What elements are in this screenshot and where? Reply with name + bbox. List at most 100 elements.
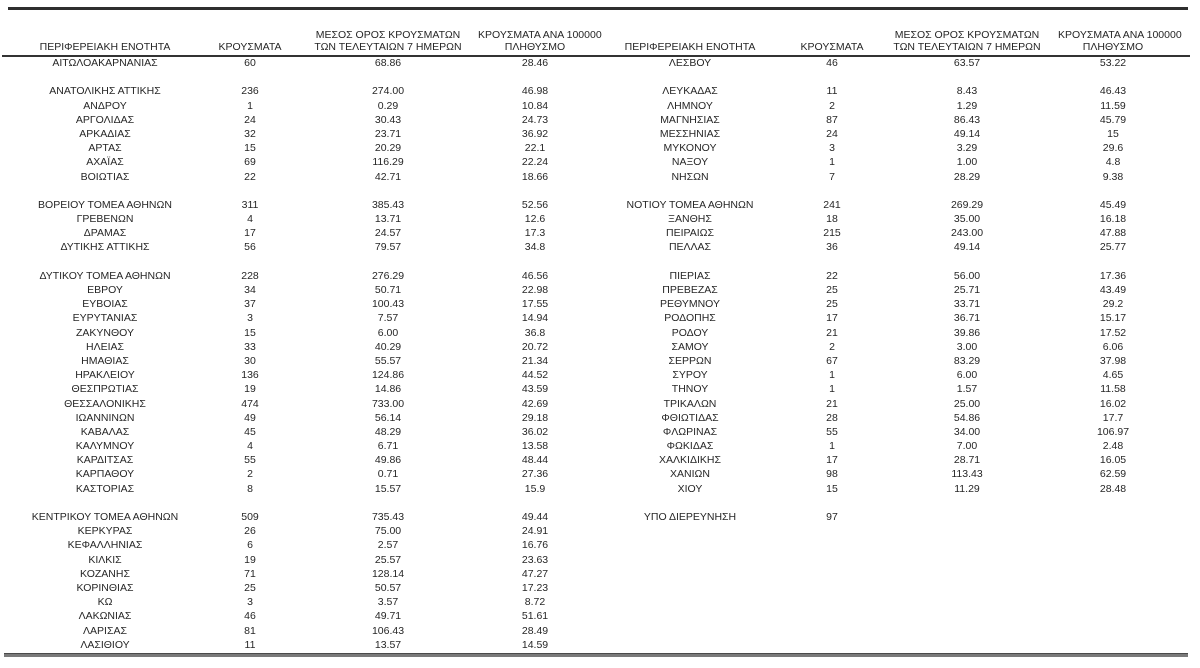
- table-row: ΜΥΚΟΝΟΥ 3 3.29 29.6: [592, 141, 1168, 155]
- per100k-cell: 13.58: [521, 440, 549, 453]
- per100k-cell: 17.7: [1102, 411, 1124, 424]
- region-cell: ΘΕΣΠΡΩΤΙΑΣ: [71, 383, 139, 396]
- per100k-cell: 53.22: [1099, 57, 1127, 69]
- region-cell: ΚΕΝΤΡΙΚΟΥ ΤΟΜΕΑ ΑΘΗΝΩΝ: [31, 511, 179, 523]
- avg7-cell: 274.00: [371, 85, 405, 98]
- top-rule: [8, 7, 1188, 10]
- cases-cell: 15: [826, 482, 838, 495]
- per100k-cell: 22.1: [524, 142, 546, 155]
- cases-cell: 1: [829, 440, 835, 453]
- table-row: [592, 255, 1168, 269]
- avg7-cell: 124.86: [371, 369, 405, 382]
- per100k-cell: 49.44: [521, 511, 549, 523]
- table-row: ΣΥΡΟΥ 1 6.00 4.65: [592, 368, 1168, 382]
- region-cell: ΚΑΣΤΟΡΙΑΣ: [75, 482, 135, 495]
- avg7-cell: 113.43: [951, 468, 983, 481]
- table-row: ΥΠΟ ΔΙΕΡΕΥΝΗΣΗ 97: [592, 510, 1168, 524]
- avg7-cell: 6.71: [377, 440, 399, 453]
- avg7-cell: 54.86: [953, 411, 981, 424]
- per100k-cell: 6.06: [1102, 340, 1124, 353]
- region-cell: ΚΑΡΠΑΘΟΥ: [75, 468, 135, 481]
- column-header-per100k-line1: ΚΡΟΥΣΜΑΤΑ ΑΝΑ 100000: [1058, 29, 1182, 41]
- cases-cell: 37: [244, 298, 256, 311]
- cases-cell: 55: [826, 425, 838, 438]
- per100k-cell: 14.94: [521, 312, 549, 325]
- per100k-cell: [1058, 255, 1168, 269]
- avg7-cell: 24.57: [374, 227, 402, 240]
- region-cell: [8, 70, 202, 84]
- region-cell: ΣΕΡΡΩΝ: [668, 354, 712, 367]
- region-cell: [8, 255, 202, 269]
- region-cell: ΑΝΑΤΟΛΙΚΗΣ ΑΤΤΙΚΗΣ: [49, 85, 161, 98]
- cases-cell: 3: [247, 596, 253, 609]
- region-cell: ΓΡΕΒΕΝΩΝ: [76, 213, 134, 226]
- avg7-cell: 0.71: [377, 468, 399, 481]
- per100k-cell: 22.24: [521, 156, 549, 169]
- table-row: ΛΕΥΚΑΔΑΣ 11 8.43 46.43: [592, 84, 1168, 98]
- cases-cell: 311: [241, 198, 259, 211]
- per100k-cell: 11.58: [1100, 383, 1126, 396]
- per100k-cell: [1058, 184, 1168, 198]
- cases-cell: [788, 255, 876, 269]
- per100k-cell: 48.44: [521, 454, 549, 467]
- avg7-cell: 63.57: [953, 57, 981, 69]
- cases-cell: [202, 496, 298, 510]
- avg7-cell: 128.14: [371, 567, 405, 580]
- avg7-cell: 36.71: [953, 312, 981, 325]
- table-row: ΦΩΚΙΔΑΣ 1 7.00 2.48: [592, 439, 1168, 453]
- avg7-cell: 42.71: [374, 170, 402, 183]
- column-header-avg7-line1: ΜΕΣΟΣ ΟΡΟΣ ΚΡΟΥΣΜΑΤΩΝ: [315, 29, 461, 41]
- cases-cell: 17: [244, 227, 256, 240]
- cases-cell: 26: [244, 525, 256, 538]
- cases-cell: 1: [829, 383, 835, 396]
- cases-cell: 32: [244, 127, 256, 140]
- table-row: ΚΑΣΤΟΡΙΑΣ 8 15.57 15.9: [8, 482, 592, 496]
- per100k-cell: [1058, 496, 1168, 510]
- avg7-cell: [876, 184, 1058, 198]
- region-cell: [592, 70, 788, 84]
- region-cell: ΠΕΙΡΑΙΩΣ: [666, 227, 714, 240]
- cases-cell: 49: [244, 411, 256, 424]
- per100k-cell: 27.36: [521, 468, 549, 481]
- table-row: ΔΡΑΜΑΣ 17 24.57 17.3: [8, 226, 592, 240]
- column-header-cases: ΚΡΟΥΣΜΑΤΑ: [788, 41, 876, 54]
- per100k-cell: 28.48: [1099, 482, 1127, 495]
- region-cell: [8, 496, 202, 510]
- per100k-cell: 16.76: [521, 539, 549, 552]
- per100k-cell: 45.49: [1099, 198, 1127, 211]
- column-header-per100k-line1: ΚΡΟΥΣΜΑΤΑ ΑΝΑ 100000: [478, 29, 602, 41]
- cases-cell: 17: [826, 454, 838, 467]
- cases-cell: 45: [244, 425, 256, 438]
- per100k-cell: 47.88: [1099, 227, 1127, 240]
- region-cell: ΧΑΝΙΩΝ: [670, 468, 710, 481]
- cases-cell: 19: [244, 383, 256, 396]
- region-cell: ΝΗΣΩΝ: [671, 170, 709, 183]
- per100k-cell: 17.36: [1099, 269, 1127, 282]
- cases-cell: 87: [826, 113, 838, 126]
- cases-cell: 55: [244, 454, 256, 467]
- table-row: ΠΕΛΛΑΣ 36 49.14 25.77: [592, 240, 1168, 254]
- table-row: ΠΙΕΡΙΑΣ 22 56.00 17.36: [592, 269, 1168, 283]
- cases-cell: 11: [826, 85, 838, 98]
- avg7-cell: 100.43: [371, 298, 405, 311]
- cases-cell: 1: [247, 99, 253, 112]
- avg7-cell: 269.29: [950, 198, 984, 211]
- region-cell: ΛΑΣΙΘΙΟΥ: [80, 638, 130, 651]
- per100k-cell: 15.17: [1099, 312, 1127, 325]
- region-cell: ΚΑΡΔΙΤΣΑΣ: [76, 454, 134, 467]
- per100k-cell: 18.66: [521, 170, 549, 183]
- avg7-cell: 75.00: [374, 525, 402, 538]
- per100k-cell: 47.27: [521, 567, 549, 580]
- table-row: ΑΡΓΟΛΙΔΑΣ 24 30.43 24.73: [8, 113, 592, 127]
- per100k-cell: [478, 184, 592, 198]
- region-cell: ΛΕΣΒΟΥ: [668, 57, 712, 69]
- table-row: ΑΧΑΪΑΣ 69 116.29 22.24: [8, 155, 592, 169]
- cases-cell: 25: [244, 581, 256, 594]
- region-cell: ΜΑΓΝΗΣΙΑΣ: [660, 113, 720, 126]
- avg7-cell: [298, 496, 478, 510]
- per100k-cell: 28.49: [521, 624, 549, 637]
- per100k-cell: 106.97: [1096, 425, 1130, 438]
- table-row: ΧΙΟΥ 15 11.29 28.48: [592, 482, 1168, 496]
- cases-cell: 509: [241, 511, 259, 523]
- avg7-cell: 50.57: [374, 581, 402, 594]
